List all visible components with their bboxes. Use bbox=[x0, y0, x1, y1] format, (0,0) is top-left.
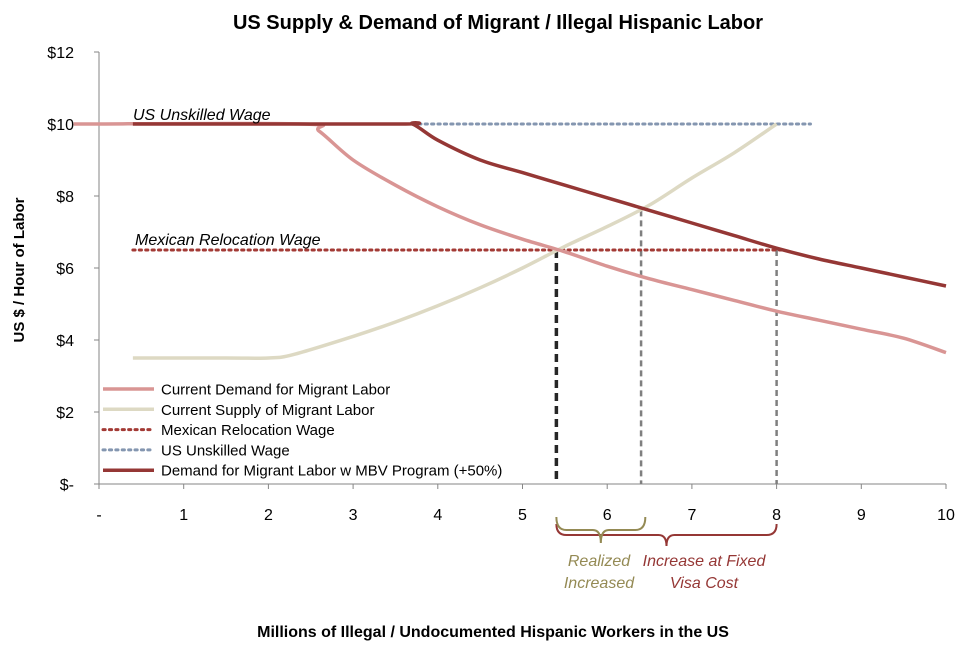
annotation-realized-increased: Increased bbox=[564, 575, 635, 592]
y-axis-label: US $ / Hour of Labor bbox=[11, 197, 28, 342]
y-tick-label: $- bbox=[60, 477, 74, 494]
legend-label: Current Demand for Migrant Labor bbox=[161, 382, 390, 399]
brace-realized-increase bbox=[555, 516, 647, 544]
x-tick-label: 8 bbox=[772, 507, 781, 524]
y-tick-label: $4 bbox=[56, 333, 74, 350]
y-tick-label: $6 bbox=[56, 261, 74, 278]
y-tick-label: $10 bbox=[47, 117, 74, 134]
series-line-demand-for-migrant-labor-w-mbv-program-50 bbox=[132, 121, 947, 288]
annotation-realized-increased: Realized bbox=[568, 553, 631, 570]
legend-label: Demand for Migrant Labor w MBV Program (… bbox=[161, 463, 502, 480]
axes: $- $2 $4 $6 $8 $10 $12 - 1 2 3 4 5 6 7 8 9 10 bbox=[47, 45, 955, 524]
series-layer bbox=[73, 121, 947, 361]
x-tick-label: 4 bbox=[433, 507, 442, 524]
line-labels: US Unskilled Wage Mexican Relocation Wage bbox=[133, 107, 321, 249]
chart-title: US Supply & Demand of Migrant / Illegal … bbox=[233, 12, 763, 34]
x-tick-label: 3 bbox=[349, 507, 358, 524]
y-tick-label: $2 bbox=[56, 405, 74, 422]
y-tick-label: $12 bbox=[47, 45, 74, 62]
series-line-current-demand-for-migrant-labor bbox=[73, 121, 947, 355]
x-tick-label: 1 bbox=[179, 507, 188, 524]
legend-label: US Unskilled Wage bbox=[161, 442, 290, 459]
vertical-markers bbox=[554, 210, 778, 484]
legend-label: Mexican Relocation Wage bbox=[161, 422, 335, 439]
annotation-increase-fixed-visa: Visa Cost bbox=[670, 575, 739, 592]
x-axis-label: Millions of Illegal / Undocumented Hispa… bbox=[257, 624, 729, 641]
x-tick-label: - bbox=[96, 507, 101, 524]
annotation-increase-fixed-visa: Increase at Fixed bbox=[643, 553, 767, 570]
us-unskilled-wage-label: US Unskilled Wage bbox=[133, 107, 271, 124]
brace-increase-fixed-visa bbox=[555, 523, 778, 547]
series-line-current-supply-of-migrant-labor bbox=[132, 122, 778, 361]
y-tick-label: $8 bbox=[56, 189, 74, 206]
x-tick-label: 9 bbox=[857, 507, 866, 524]
x-tick-label: 5 bbox=[518, 507, 527, 524]
x-tick-label: 2 bbox=[264, 507, 273, 524]
legend: Current Demand for Migrant Labor Current … bbox=[101, 382, 502, 480]
x-tick-label: 10 bbox=[937, 507, 955, 524]
x-tick-label: 7 bbox=[687, 507, 696, 524]
mexican-relocation-wage-label: Mexican Relocation Wage bbox=[135, 232, 321, 249]
annotations: Realized Increased Increase at Fixed Visa C… bbox=[555, 516, 778, 592]
x-tick-label: 6 bbox=[603, 507, 612, 524]
legend-label: Current Supply of Migrant Labor bbox=[161, 402, 374, 419]
